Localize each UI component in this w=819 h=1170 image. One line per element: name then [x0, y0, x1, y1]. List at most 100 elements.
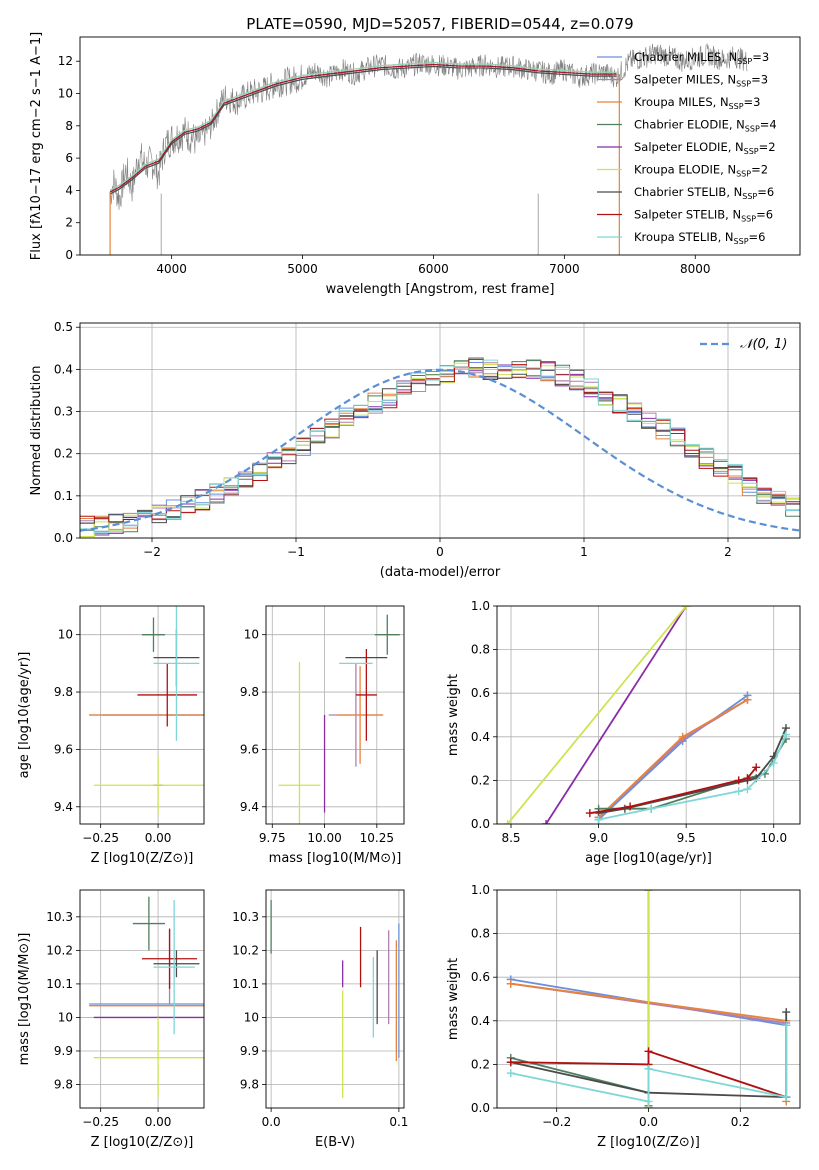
axes-frame: [79, 605, 205, 825]
y-axis-label: Flux [fλ10−17 erg cm−2 s−1 A−1]: [29, 32, 44, 260]
axes-frame: [496, 889, 801, 1109]
axes-frame: [265, 605, 405, 825]
data-point-marker: [782, 1021, 791, 1030]
histograms: [80, 357, 800, 537]
panel-weight_vs_age: 8.5 9.0 9.5 10.0 0.0 0.2 0.4 0.6 0.8 1.0 age [log1…: [446, 599, 800, 866]
y-tick-label: 10.3: [46, 910, 73, 924]
y-tick-label: 0.3: [54, 405, 73, 419]
data-point-marker: [682, 606, 691, 610]
errorbars: [89, 896, 204, 1098]
x-tick-label: 0.00: [145, 831, 172, 845]
y-tick-label: 9.8: [240, 685, 259, 699]
x-tick-label: 8000: [680, 262, 711, 276]
weight-lines: [506, 890, 791, 1108]
y-tick-label: 0: [65, 248, 73, 262]
y-tick-label: 10.1: [232, 977, 259, 991]
model-line: [109, 65, 617, 195]
figure-title: PLATE=0590, MJD=52057, FIBERID=0544, z=0…: [246, 15, 633, 33]
data-point-marker: [782, 1008, 791, 1017]
y-tick-label: 2: [65, 216, 73, 230]
y-tick-label: 9.4: [240, 800, 259, 814]
y-tick-label: 6: [65, 151, 73, 165]
y-tick-label: 10.2: [46, 943, 73, 957]
errorbars: [278, 614, 400, 824]
data-point-marker: [743, 785, 752, 794]
data-point-marker: [644, 1097, 653, 1106]
x-tick-label: 10.25: [360, 831, 394, 845]
x-tick-label: 5000: [287, 262, 318, 276]
data-point-marker: [626, 802, 635, 811]
legend-label: Salpeter MILES, NSSP=3: [634, 73, 768, 89]
x-tick-label: 0.0: [262, 1115, 281, 1129]
y-tick-label: 0.1: [54, 489, 73, 503]
x-tick-label: 0.00: [145, 1115, 172, 1129]
panel-mass_vs_Z: −0.25 0.00 9.8 9.9 10 10.1 10.2 10.3 Z [log10(Z/…: [17, 890, 204, 1150]
axes-frame: [496, 605, 801, 825]
legend-label: Chabrier STELIB, NSSP=6: [634, 185, 774, 201]
y-tick-label: 9.9: [54, 1044, 73, 1058]
data-point-marker: [743, 695, 752, 704]
panel-age_vs_mass: 9.75 10.00 10.25 9.4 9.6 9.8 10 mass [log10(M/M…: [240, 606, 404, 866]
x-tick-label: 10.0: [760, 831, 787, 845]
x-tick-label: 0.2: [731, 1115, 750, 1129]
series-line: [589, 766, 757, 814]
legend-label: Kroupa ELODIE, NSSP=2: [634, 163, 768, 179]
data-point-marker: [734, 787, 743, 796]
data-point-marker: [782, 1093, 791, 1102]
y-tick-label: 4: [65, 183, 73, 197]
spectrum-lines: [109, 43, 748, 255]
y-tick-label: 0.8: [471, 927, 490, 941]
data-point-marker: [678, 732, 687, 741]
y-tick-label: 0.0: [471, 817, 490, 831]
model-line: [109, 61, 617, 191]
x-tick-label: 9.5: [677, 831, 696, 845]
errorbars: [270, 900, 400, 1098]
x-axis-label: Z [log10(Z/Z⊙)]: [597, 1135, 700, 1150]
x-tick-label: 1: [580, 545, 588, 559]
y-axis-label: Normed distribution: [29, 366, 44, 496]
panel-age_vs_Z: −0.25 0.00 9.4 9.6 9.8 10 Z [log10(Z/Z⊙)] age […: [17, 606, 204, 866]
y-tick-label: 9.8: [54, 1078, 73, 1092]
y-tick-label: 10.1: [46, 977, 73, 991]
y-tick-label: 10.3: [232, 910, 259, 924]
y-tick-label: 8: [65, 119, 73, 133]
model-line: [109, 63, 617, 193]
legend-label: Chabrier MILES, NSSP=3: [634, 50, 769, 66]
x-axis-label: Z [log10(Z/Z⊙)]: [91, 1135, 194, 1150]
axes-frame: [79, 889, 205, 1109]
data-point-marker: [644, 1047, 653, 1056]
x-axis-label: Z [log10(Z/Z⊙)]: [91, 851, 194, 866]
errorbars: [89, 606, 204, 814]
x-axis-label: wavelength [Angstrom, rest frame]: [326, 282, 555, 297]
x-tick-label: 2: [724, 545, 732, 559]
x-tick-label: 10.00: [307, 831, 341, 845]
legend-label: Salpeter ELODIE, NSSP=2: [634, 140, 776, 156]
x-tick-label: 9.75: [259, 831, 286, 845]
y-axis-label: mass weight: [446, 674, 461, 756]
axes-frame: [265, 889, 405, 1109]
x-tick-label: 9.0: [589, 831, 608, 845]
normal-curve: [80, 368, 800, 532]
y-tick-label: 10: [244, 628, 259, 642]
x-tick-label: −0.2: [542, 1115, 571, 1129]
data-point-marker: [647, 804, 656, 813]
data-point-marker: [752, 763, 761, 772]
data-point-marker: [743, 774, 752, 783]
data-point-marker: [594, 815, 603, 824]
data-point-marker: [734, 776, 743, 785]
x-tick-label: 0: [436, 545, 444, 559]
data-point-marker: [542, 820, 551, 824]
model-line: [109, 61, 617, 191]
data-point-marker: [503, 820, 512, 824]
data-point-marker: [506, 1058, 515, 1067]
data-point-marker: [506, 1069, 515, 1078]
panel-spectrum: 4000 5000 6000 7000 8000 0 2 4 6 8 10 12 wavelength …: [29, 32, 711, 297]
x-tick-label: −2: [143, 545, 161, 559]
x-tick-label: 0.1: [389, 1115, 408, 1129]
series-line: [545, 606, 687, 824]
observed-spectrum-line: [109, 43, 748, 210]
data-point-marker: [781, 730, 790, 739]
panel-mass_vs_EBV: 0.0 0.1 9.8 9.9 10 10.1 10.2 10.3 E(B-V): [232, 890, 408, 1150]
y-tick-label: 0.6: [471, 686, 490, 700]
